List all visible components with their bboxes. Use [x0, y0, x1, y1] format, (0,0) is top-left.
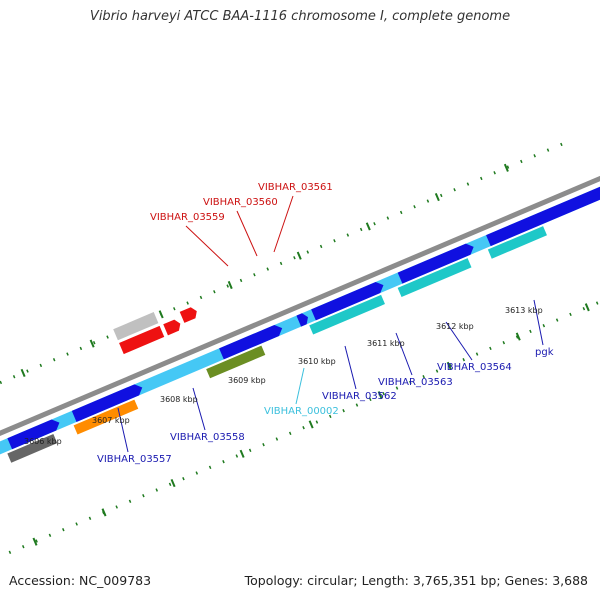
gene-label-vibhar_03564[interactable]: VIBHAR_03564: [437, 362, 512, 373]
gene-label-vibhar_03557[interactable]: VIBHAR_03557: [97, 454, 172, 465]
kbp-tick-label: 3613 kbp: [505, 306, 543, 315]
gene-vibhar-03559-body[interactable]: [119, 325, 165, 355]
major-tick: [296, 251, 302, 260]
major-tick: [227, 280, 233, 290]
gene-label-vibhar_03561[interactable]: VIBHAR_03561: [258, 182, 333, 193]
label-leader-line: [192, 387, 206, 431]
kbp-tick-label: 3607 kbp: [92, 416, 130, 425]
gene-vibhar-03560[interactable]: [163, 318, 182, 336]
major-tick: [170, 479, 176, 488]
gene-vibhar-03559[interactable]: [113, 312, 159, 341]
gene-label-vibhar_00002[interactable]: VIBHAR_00002: [264, 406, 339, 417]
map-title: Vibrio harveyi ATCC BAA-1116 chromosome …: [89, 9, 511, 24]
label-leader-line: [273, 195, 294, 253]
label-leader-line: [185, 225, 229, 267]
cds-arrow-3[interactable]: [219, 323, 284, 360]
kbp-tick-label: 3611 kbp: [367, 339, 405, 348]
label-leader-line: [295, 367, 305, 405]
cds-arrow-7[interactable]: [486, 184, 600, 247]
major-tick: [377, 391, 383, 400]
label-leader-line: [344, 345, 357, 390]
cds-arrow-1[interactable]: [7, 417, 61, 450]
cds-arrow-5[interactable]: [311, 280, 386, 321]
chromosome-backbone: [0, 175, 600, 485]
major-tick: [32, 537, 38, 546]
accession-label: Accession: NC_009783: [9, 573, 152, 588]
gene-label-vibhar_03563[interactable]: VIBHAR_03563: [378, 377, 453, 388]
major-tick: [446, 361, 452, 370]
cds-arrow-2[interactable]: [71, 382, 145, 422]
cds-arrow-6[interactable]: [397, 241, 476, 284]
major-tick: [239, 449, 245, 458]
major-tick: [365, 222, 371, 231]
gene-vibhar-03558[interactable]: [73, 399, 139, 435]
label-leader-line: [445, 321, 473, 361]
major-tick: [584, 303, 590, 312]
gene-label-vibhar_03558[interactable]: VIBHAR_03558: [170, 432, 245, 443]
kbp-tick-label: 3606 kbp: [24, 437, 62, 446]
label-leader-line: [395, 332, 413, 376]
major-tick: [503, 163, 509, 172]
kbp-tick-label: 3608 kbp: [160, 395, 198, 404]
kbp-tick-label: 3612 kbp: [436, 322, 474, 331]
major-tick: [89, 339, 95, 348]
major-tick: [101, 508, 107, 517]
gene-label-vibhar_03560[interactable]: VIBHAR_03560: [203, 197, 278, 208]
gene-pgk[interactable]: [397, 258, 472, 298]
label-leader-line: [117, 407, 129, 453]
major-tick: [158, 310, 164, 319]
label-leader-line: [236, 210, 258, 257]
gene-label-pgk[interactable]: pgk: [535, 347, 554, 358]
major-tick: [20, 368, 26, 377]
kbp-tick-label: 3609 kbp: [228, 376, 266, 385]
label-leader-line: [533, 299, 544, 346]
gene-right-teal[interactable]: [487, 226, 547, 259]
major-tick: [308, 420, 314, 429]
kbp-tick-label: 3610 kbp: [298, 357, 336, 366]
gene-vibhar-03557[interactable]: [7, 433, 58, 463]
major-tick: [434, 193, 440, 202]
cds-arrow-4[interactable]: [296, 312, 310, 327]
inner-dotted-ring: [0, 288, 600, 589]
major-tick: [515, 332, 521, 341]
gene-label-vibhar_03562[interactable]: VIBHAR_03562: [322, 391, 397, 402]
gene-vibhar-00002[interactable]: [206, 345, 266, 379]
gene-vibhar-03561[interactable]: [179, 306, 199, 323]
gene-label-vibhar_03559[interactable]: VIBHAR_03559: [150, 212, 225, 223]
topology-label: Topology: circular; Length: 3,765,351 bp…: [244, 573, 588, 588]
gene-vibhar-03564[interactable]: [309, 294, 385, 335]
